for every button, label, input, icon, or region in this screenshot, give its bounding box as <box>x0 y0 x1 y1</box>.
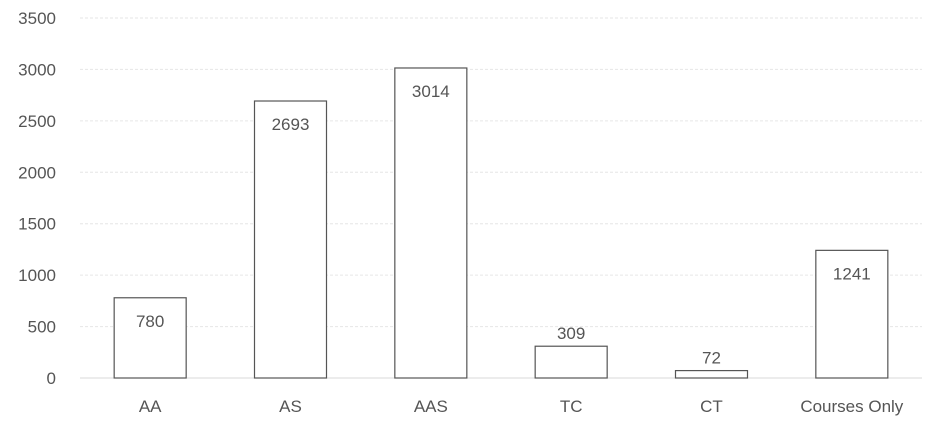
data-label: 3014 <box>412 82 450 101</box>
data-label: 1241 <box>833 264 871 283</box>
y-axis-ticks: 0 500 1000 1500 2000 2500 3000 3500 <box>18 9 56 388</box>
x-tick-label: AS <box>279 397 302 416</box>
y-tick-label: 3500 <box>18 9 56 28</box>
x-tick-label: TC <box>560 397 583 416</box>
bar-as <box>253 100 328 379</box>
data-labels: 780 2693 3014 309 72 1241 <box>136 82 871 368</box>
y-tick-label: 2500 <box>18 112 56 131</box>
bar-aa <box>113 297 187 379</box>
data-label: 780 <box>136 312 164 331</box>
x-tick-label: CT <box>700 397 723 416</box>
y-tick-label: 1500 <box>18 215 56 234</box>
y-tick-label: 3000 <box>18 60 56 79</box>
y-tick-label: 500 <box>28 318 56 337</box>
x-tick-label: AAS <box>414 397 448 416</box>
x-tick-label: Courses Only <box>800 397 903 416</box>
y-tick-label: 1000 <box>18 266 56 285</box>
bars <box>113 67 889 379</box>
y-tick-label: 2000 <box>18 163 56 182</box>
y-tick-label: 0 <box>47 369 56 388</box>
bar-tc <box>534 345 608 379</box>
gridlines <box>80 17 922 328</box>
bar-ct <box>674 369 749 379</box>
data-label: 2693 <box>272 115 310 134</box>
x-tick-label: AA <box>139 397 162 416</box>
data-label: 72 <box>702 349 721 368</box>
x-axis-categories: AA AS AAS TC CT Courses Only <box>139 397 904 416</box>
bar-aas <box>394 67 468 379</box>
data-label: 309 <box>557 324 585 343</box>
bar-courses-only <box>815 249 889 379</box>
